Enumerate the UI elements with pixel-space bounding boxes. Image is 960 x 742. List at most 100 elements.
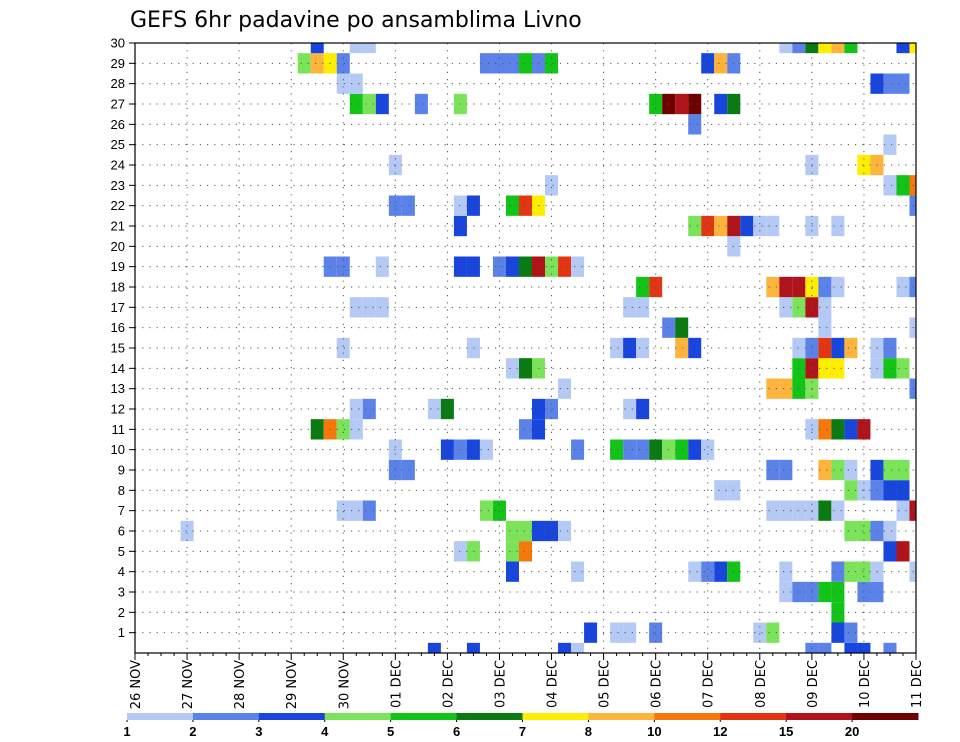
heatmap-cell [896, 358, 910, 379]
heatmap-cell [818, 317, 832, 338]
legend-swatch [852, 713, 919, 720]
heatmap-cell [883, 358, 897, 379]
heatmap-cell [349, 500, 363, 521]
heatmap-cell [844, 419, 858, 440]
heatmap-cell [857, 561, 871, 582]
heatmap-cell [453, 195, 467, 216]
heatmap-cell [623, 398, 637, 420]
heatmap-cell [714, 215, 728, 237]
heatmap-cell [792, 276, 806, 298]
heatmap-cell [518, 520, 533, 542]
heatmap-cell [349, 419, 363, 440]
heatmap-cell [427, 398, 441, 420]
legend-label: 7 [519, 724, 526, 739]
y-tick-label: 23 [111, 178, 125, 193]
y-tick-label: 2 [118, 605, 125, 620]
heatmap-cell [896, 175, 910, 196]
y-tick-label: 4 [118, 564, 125, 579]
heatmap-cell [545, 398, 559, 420]
legend-swatch [456, 713, 523, 720]
heatmap-cell [636, 398, 650, 420]
x-tick-label: 26 NOV [129, 660, 144, 709]
heatmap-cell [779, 43, 793, 54]
heatmap-cell [375, 93, 389, 115]
heatmap-cell [310, 53, 324, 74]
y-tick-label: 19 [111, 259, 125, 274]
heatmap-cell [349, 398, 363, 420]
legend-swatch [192, 713, 260, 720]
y-tick-label: 26 [111, 117, 125, 132]
heatmap-cell [844, 337, 858, 359]
heatmap-cell [857, 581, 871, 603]
heatmap-cell [818, 43, 832, 54]
x-tick-label: 07 DEC [702, 660, 717, 708]
heatmap-cell [883, 134, 897, 155]
legend-label: 8 [585, 724, 592, 739]
heatmap-cell [714, 53, 728, 74]
y-tick-label: 9 [118, 463, 125, 478]
heatmap-cell [883, 459, 897, 481]
y-tick-label: 22 [111, 198, 125, 213]
legend-swatch [390, 713, 458, 720]
heatmap-cell [636, 337, 650, 359]
heatmap-cell [466, 642, 480, 653]
heatmap-cell [779, 378, 793, 399]
heatmap-cell [779, 459, 793, 481]
heatmap-cell [505, 256, 519, 277]
heatmap-cell [518, 541, 533, 562]
heatmap-cell [792, 297, 806, 318]
heatmap-cell [440, 398, 454, 420]
heatmap-cell [831, 459, 845, 481]
heatmap-cell [831, 602, 845, 623]
heatmap-cell [623, 439, 637, 460]
heatmap-cell [766, 459, 780, 481]
x-tick-label: 08 DEC [754, 660, 769, 708]
y-tick-label: 18 [111, 280, 125, 295]
heatmap-cell [375, 256, 389, 277]
heatmap-cell [505, 520, 519, 542]
heatmap-cell [518, 53, 533, 74]
heatmap-cell [505, 53, 519, 74]
heatmap-cell [558, 378, 572, 399]
heatmap-cell [571, 439, 585, 460]
legend-label: 4 [321, 724, 329, 739]
legend-swatch [654, 713, 721, 720]
heatmap-cell [805, 43, 819, 54]
heatmap-cell [818, 500, 832, 521]
y-tick-label: 8 [118, 483, 125, 498]
heatmap-cell [675, 439, 689, 460]
heatmap-cell [883, 520, 897, 542]
x-tick-label: 28 NOV [233, 660, 248, 709]
chart-title: GEFS 6hr padavine po ansamblima Livno [130, 8, 582, 33]
heatmap-cell [779, 276, 793, 298]
heatmap-cell [453, 439, 467, 460]
heatmap-cell [766, 215, 780, 237]
heatmap-cell [818, 297, 832, 318]
heatmap-cell [349, 43, 363, 54]
heatmap-cell [818, 581, 832, 603]
heatmap-cell [336, 500, 350, 521]
heatmap-cell [896, 43, 910, 54]
heatmap-cell [844, 622, 858, 643]
heatmap-cell [831, 43, 845, 54]
legend-label: 10 [647, 724, 661, 739]
x-tick-label: 01 DEC [389, 660, 404, 708]
y-tick-label: 10 [111, 442, 125, 457]
heatmap-cell [636, 276, 650, 298]
heatmap-cell [857, 419, 871, 440]
legend-label: 15 [779, 724, 793, 739]
heatmap-cell [753, 215, 767, 237]
heatmap-cell [701, 439, 715, 460]
heatmap-cell [427, 642, 441, 653]
heatmap-cell [545, 520, 559, 542]
heatmap-cell [623, 622, 637, 643]
heatmap-cell [831, 561, 845, 582]
y-tick-label: 25 [111, 137, 125, 152]
heatmap-cell [896, 480, 910, 501]
heatmap-cell [857, 154, 871, 176]
legend-swatch [522, 713, 589, 720]
heatmap-cell [636, 297, 650, 318]
heatmap-cell [688, 215, 702, 237]
heatmap-cell [844, 642, 858, 653]
heatmap-cell [584, 622, 598, 643]
